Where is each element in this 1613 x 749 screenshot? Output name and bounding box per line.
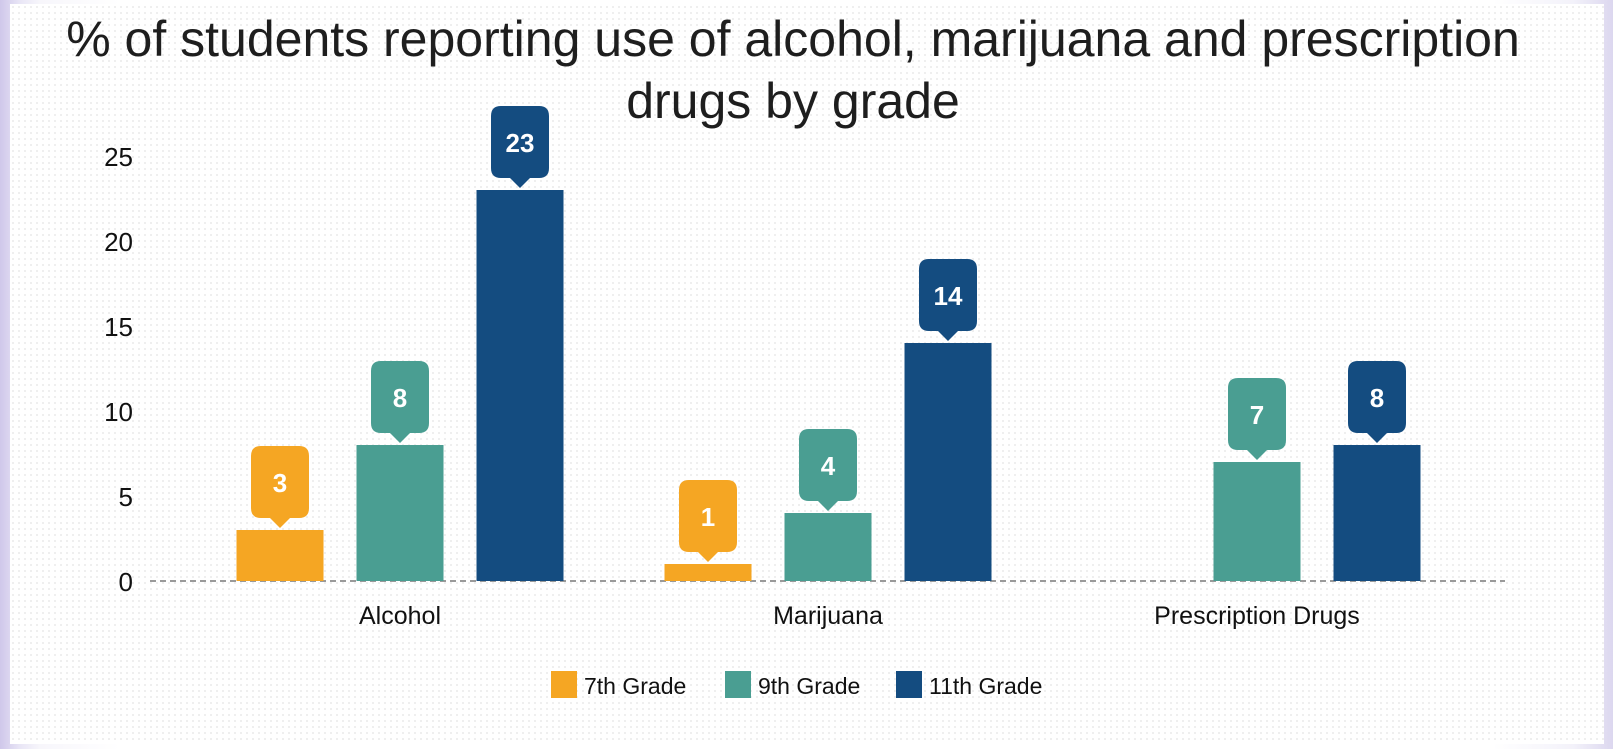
- data-label: 8: [393, 383, 407, 413]
- x-category-label: Alcohol: [359, 602, 441, 630]
- y-tick-label: 5: [119, 482, 133, 512]
- chart-title-line-1: % of students reporting use of alcohol, …: [66, 11, 1520, 67]
- data-label-callout: [491, 106, 549, 188]
- x-category-label: Marijuana: [773, 602, 883, 630]
- data-label-callout: [371, 361, 429, 443]
- data-label: 4: [821, 451, 836, 481]
- chart-title-line-2: drugs by grade: [626, 73, 960, 129]
- data-label: 3: [273, 468, 287, 498]
- data-label-callout: [919, 259, 977, 341]
- legend-label: 11th Grade: [929, 673, 1042, 699]
- legend-swatch: [725, 671, 751, 698]
- data-label-callout: [799, 429, 857, 511]
- y-tick-label: 0: [119, 567, 133, 597]
- data-label-callout: [679, 480, 737, 562]
- data-label-callout: [1228, 378, 1286, 460]
- y-tick-label: 15: [104, 312, 133, 342]
- bar-9th-grade-alcohol: [356, 445, 444, 581]
- x-axis: Alcohol Marijuana Prescription Drugs: [359, 602, 1360, 630]
- data-label: 7: [1250, 400, 1264, 430]
- legend-label: 7th Grade: [584, 673, 686, 699]
- bar-11th-grade-marijuana: [904, 343, 992, 581]
- legend-swatch: [551, 671, 577, 698]
- data-label-callout: [251, 446, 309, 528]
- bar-7th-grade-marijuana: [664, 564, 752, 581]
- y-axis: 0 5 10 15 20 25: [104, 142, 133, 597]
- data-label: 14: [934, 281, 963, 311]
- bar-series-group: [236, 190, 1421, 581]
- data-label: 8: [1370, 383, 1384, 413]
- y-tick-label: 20: [104, 227, 133, 257]
- bar-7th-grade-alcohol: [236, 530, 324, 581]
- bar-11th-grade-prescription-drugs: [1333, 445, 1421, 581]
- chart-panel: [10, 4, 1604, 744]
- chart-title: % of students reporting use of alcohol, …: [66, 11, 1520, 129]
- bar-11th-grade-alcohol: [476, 190, 564, 581]
- y-tick-label: 25: [104, 142, 133, 172]
- legend-swatch: [896, 671, 922, 698]
- data-label: 23: [506, 128, 535, 158]
- legend-label: 9th Grade: [758, 673, 860, 699]
- bar-9th-grade-marijuana: [784, 513, 872, 581]
- x-category-label: Prescription Drugs: [1154, 602, 1360, 630]
- y-tick-label: 10: [104, 397, 133, 427]
- data-label: 1: [701, 502, 715, 532]
- data-label-callout: [1348, 361, 1406, 443]
- legend: 7th Grade 9th Grade 11th Grade: [551, 671, 1042, 699]
- bar-9th-grade-prescription-drugs: [1213, 462, 1301, 581]
